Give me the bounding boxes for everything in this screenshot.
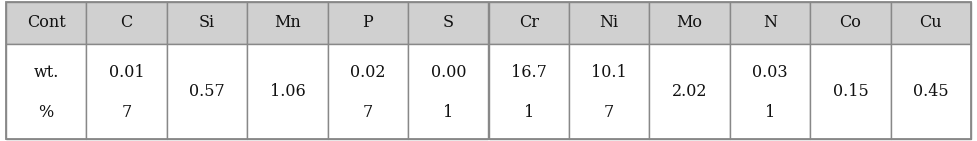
Text: 1: 1 <box>524 104 533 121</box>
Text: S: S <box>443 14 453 31</box>
Text: N: N <box>763 14 777 31</box>
Bar <box>327 2 408 44</box>
Text: C: C <box>120 14 133 31</box>
Text: 7: 7 <box>121 104 132 121</box>
Bar <box>6 44 86 139</box>
Bar <box>891 2 971 44</box>
Bar <box>810 2 891 44</box>
Bar <box>327 44 408 139</box>
Text: Mn: Mn <box>274 14 301 31</box>
Text: 0.01: 0.01 <box>108 64 145 81</box>
Bar <box>167 44 247 139</box>
Text: Mo: Mo <box>677 14 702 31</box>
Bar <box>167 2 247 44</box>
Text: 7: 7 <box>604 104 615 121</box>
Text: Si: Si <box>199 14 215 31</box>
Text: Cr: Cr <box>519 14 538 31</box>
Text: P: P <box>362 14 373 31</box>
Bar <box>650 2 730 44</box>
Bar <box>6 2 86 44</box>
Bar <box>650 44 730 139</box>
Text: Ni: Ni <box>600 14 618 31</box>
Bar <box>488 44 569 139</box>
Text: 10.1: 10.1 <box>591 64 627 81</box>
Bar <box>730 44 810 139</box>
Bar <box>569 44 650 139</box>
Bar <box>488 2 569 44</box>
Text: Co: Co <box>839 14 862 31</box>
Bar <box>730 2 810 44</box>
Bar <box>247 44 327 139</box>
Text: 0.03: 0.03 <box>752 64 787 81</box>
Text: 1: 1 <box>765 104 775 121</box>
Text: Cu: Cu <box>919 14 942 31</box>
Bar <box>86 2 167 44</box>
Text: 0.02: 0.02 <box>350 64 386 81</box>
Text: wt.: wt. <box>33 64 59 81</box>
Text: 0.57: 0.57 <box>190 83 225 100</box>
Text: 0.00: 0.00 <box>431 64 466 81</box>
Bar <box>86 44 167 139</box>
Bar <box>891 44 971 139</box>
Bar <box>408 2 488 44</box>
Text: 1: 1 <box>444 104 453 121</box>
Text: 0.45: 0.45 <box>913 83 949 100</box>
Text: 0.15: 0.15 <box>832 83 869 100</box>
Text: 1.06: 1.06 <box>270 83 305 100</box>
Bar <box>569 2 650 44</box>
Text: 16.7: 16.7 <box>511 64 547 81</box>
Text: 7: 7 <box>362 104 373 121</box>
Text: Cont: Cont <box>26 14 65 31</box>
Bar <box>408 44 488 139</box>
Text: 2.02: 2.02 <box>672 83 707 100</box>
Bar <box>810 44 891 139</box>
Text: %: % <box>38 104 54 121</box>
Bar <box>247 2 327 44</box>
